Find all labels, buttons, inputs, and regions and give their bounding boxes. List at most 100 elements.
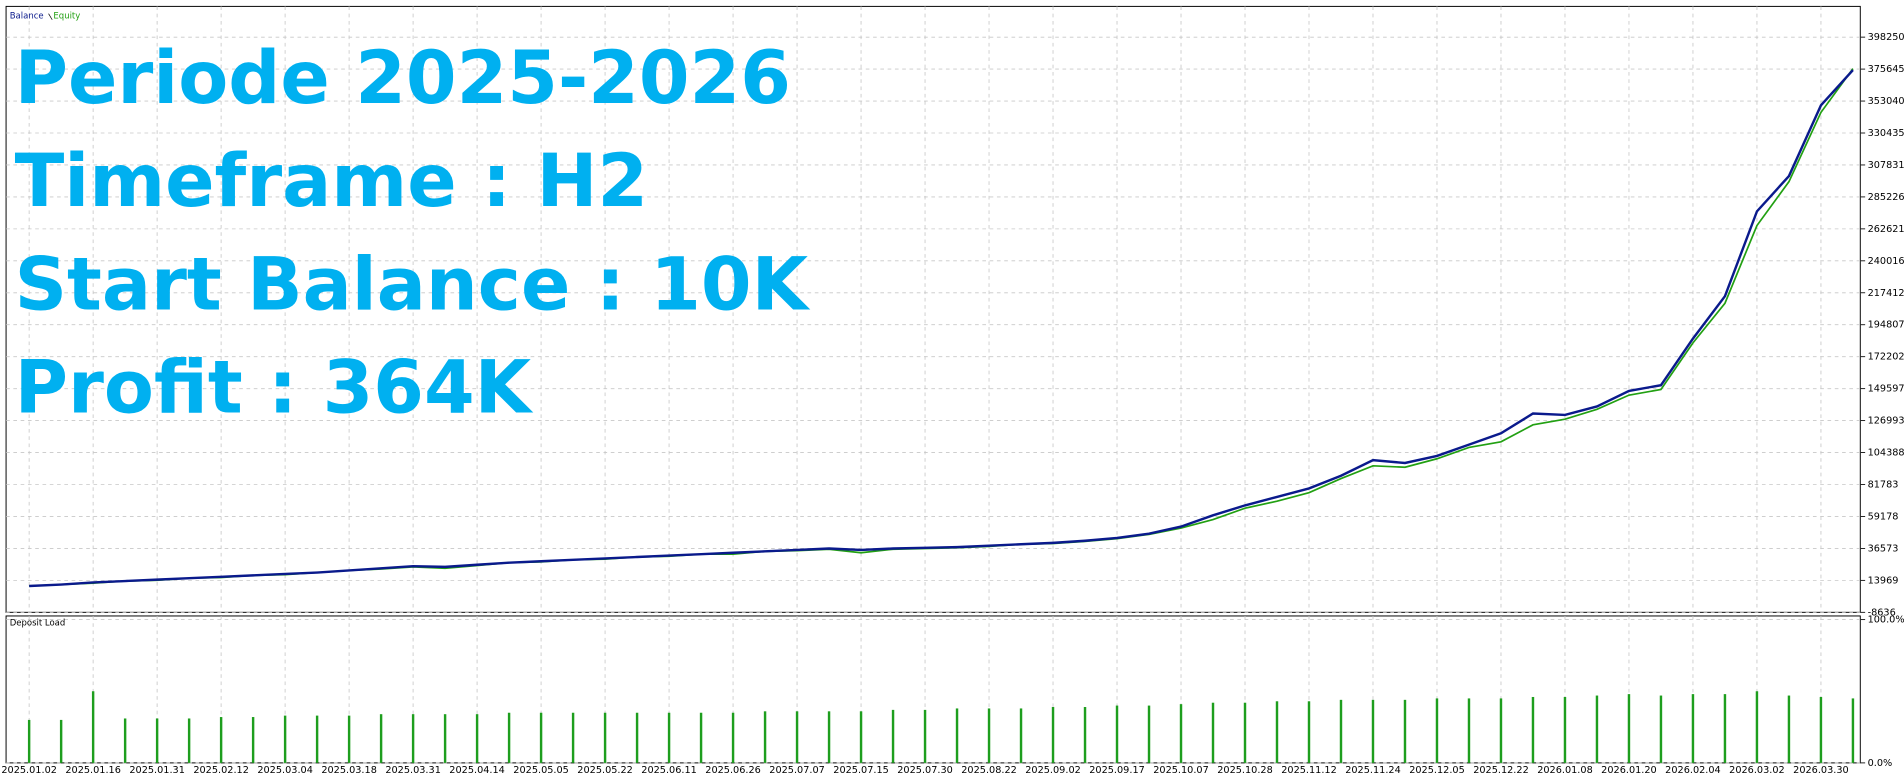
legend-label: Equity [53,12,80,22]
bar [1595,695,1599,763]
x-tick-label: 2025.05.05 [513,765,569,776]
x-tick-label: 2025.04.14 [449,765,505,776]
bar [1627,694,1631,763]
bar [1371,699,1375,763]
bar [1051,707,1055,763]
load-panel [5,615,1861,764]
x-tick-label: 2025.06.26 [705,765,761,776]
y-tick-label: 307831 [1868,160,1904,171]
x-tick-label: 2025.08.22 [961,765,1017,776]
bar [1787,695,1791,763]
bar [667,712,671,763]
bar [1755,691,1759,763]
bar [1499,698,1503,763]
y-tick-label: 217412 [1868,288,1904,299]
x-tick-label: 2025.05.22 [577,765,633,776]
y-tick-label: 100.0% [1868,615,1904,626]
x-tick-label: 2025.07.15 [833,765,889,776]
x-tick-label: 2025.10.28 [1217,765,1273,776]
bar [91,691,95,763]
y-tick-label: 36573 [1868,543,1899,554]
bar [1307,701,1311,763]
x-tick-label: 2025.01.16 [65,765,121,776]
bar [539,712,543,763]
bar [635,712,639,763]
bar [827,711,831,763]
x-tick-label: 2025.01.31 [129,765,185,776]
bar [603,712,607,763]
bar [1147,705,1151,763]
bar [923,709,927,763]
bar [1179,704,1183,763]
y-tick-label: 59178 [1868,511,1899,522]
bar [347,715,351,763]
bar [219,717,223,763]
y-tick-label: 126993 [1868,416,1904,427]
panel-title: Deposit Load [10,619,66,629]
bar [795,711,799,763]
y-tick-label: 172202 [1868,352,1904,363]
annotation: Profit : 364K [15,346,534,431]
y-tick-label: 13969 [1868,575,1899,586]
y-tick-label: 194807 [1868,320,1904,331]
x-tick-label: 2025.07.07 [769,765,825,776]
bar [859,711,863,763]
y-tick-label: 81783 [1868,480,1899,491]
y-tick-label: 0.0% [1868,758,1893,769]
x-tick-label: 2025.12.22 [1473,765,1529,776]
y-tick-label: 375645 [1868,64,1904,75]
y-tick-label: 240016 [1868,256,1904,267]
x-tick-label: 2026.01.08 [1537,765,1593,776]
x-tick-label: 2025.10.07 [1153,765,1209,776]
y-tick-label: 149597 [1868,384,1904,395]
price-panel [5,5,1861,613]
annotation: Periode 2025-2026 [15,36,791,121]
bar [987,708,991,763]
x-tick-label: 2025.12.05 [1409,765,1465,776]
bar [1563,696,1567,763]
bar [1691,694,1695,763]
bar [27,719,31,763]
x-tick-label: 2025.03.18 [321,765,377,776]
bar [1083,707,1087,763]
bar [1467,698,1471,763]
bar [1819,696,1823,763]
bar [507,712,511,763]
bar [891,709,895,763]
bar [475,714,479,763]
bar [283,715,287,763]
y-tick-label: 353040 [1868,96,1904,107]
bar [251,717,255,763]
legend-separator [48,13,53,20]
x-tick-label: 2025.07.30 [897,765,953,776]
bar [411,714,415,763]
bar [1851,698,1855,763]
x-tick-label: 2025.02.12 [193,765,249,776]
annotation: Timeframe : H2 [15,139,649,224]
bar [123,718,127,763]
bar [1211,702,1215,763]
bar [1435,698,1439,763]
x-tick-label: 2025.09.02 [1025,765,1081,776]
y-tick-label: 285226 [1868,192,1904,203]
bar [443,714,447,763]
bar [1019,708,1023,763]
bar [571,712,575,763]
x-tick-label: 2026.03.30 [1793,765,1849,776]
x-tick-label: 2026.03.02 [1729,765,1785,776]
bar [1659,695,1663,763]
bar [1243,702,1247,763]
bar [1339,699,1343,763]
x-tick-label: 2025.01.02 [1,765,57,776]
x-tick-label: 2026.02.04 [1665,765,1721,776]
bar [155,718,159,763]
y-tick-label: 104388 [1868,448,1904,459]
bar [1115,705,1119,763]
bar [1403,699,1407,763]
x-tick-label: 2025.11.12 [1281,765,1337,776]
bar [379,714,383,763]
bar [187,718,191,763]
y-tick-label: 330435 [1868,128,1904,139]
y-tick-label: 262621 [1868,224,1904,235]
x-tick-label: 2025.03.31 [385,765,441,776]
